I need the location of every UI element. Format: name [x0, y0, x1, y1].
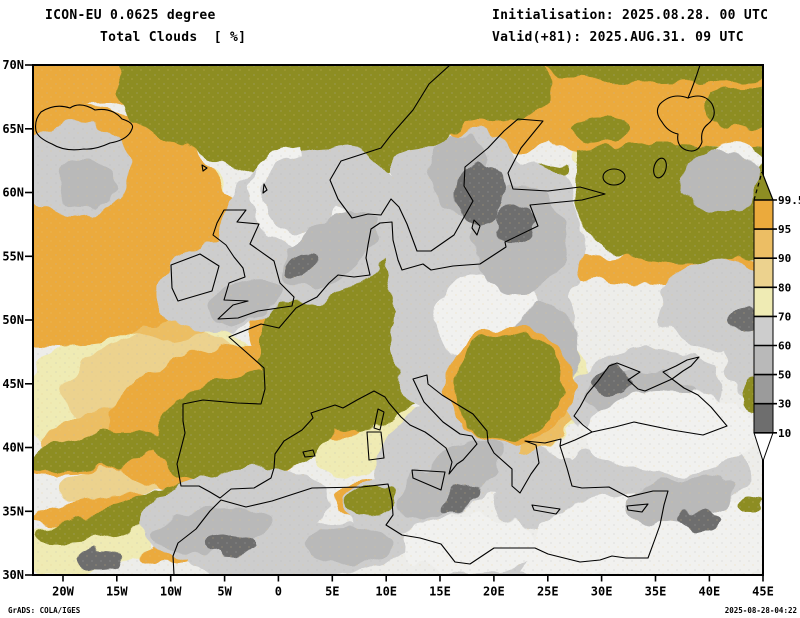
legend-band: [754, 200, 773, 230]
init-time-label: Initialisation: 2025.08.28. 00 UTC: [492, 8, 768, 23]
legend-tick-label: 50: [778, 369, 791, 382]
lat-tick-label: 50N: [2, 313, 24, 327]
lon-tick-label: 5E: [325, 585, 339, 599]
coastline-white-sea: [656, 95, 715, 152]
coastline-black-sea: [559, 362, 728, 447]
lake-ladoga: [602, 168, 626, 186]
lat-tick-label: 70N: [2, 58, 24, 72]
footer-grads-credit: GrADS: COLA/IGES: [8, 606, 81, 615]
legend-tick-label: 90: [778, 252, 791, 265]
colorbar-cap-solid-edge: [761, 171, 774, 201]
colorbar-top-cap: [754, 172, 773, 200]
legend-tick-label: 60: [778, 340, 791, 353]
coastline-mainland-europe: [176, 66, 606, 499]
legend-band: [754, 403, 773, 433]
island-shetland: [262, 183, 268, 194]
legend-tick-label: 99.5: [778, 194, 800, 207]
legend-tick-label: 70: [778, 310, 791, 323]
legend-band: [754, 316, 773, 346]
island-mallorca: [302, 449, 316, 458]
lon-tick-label: 25E: [537, 585, 559, 599]
lat-tick-label: 55N: [2, 250, 24, 264]
coastline-azov-sea: [662, 356, 700, 380]
legend-band: [754, 287, 773, 317]
lat-tick-label: 60N: [2, 186, 24, 200]
lake-onega: [653, 157, 667, 179]
island-corsica: [373, 408, 385, 431]
lon-tick-label: 10W: [160, 585, 182, 599]
coastline-britain: [212, 209, 295, 320]
lon-tick-label: 30E: [591, 585, 613, 599]
coastline-kola: [687, 66, 701, 99]
island-sardinia: [366, 431, 385, 461]
lon-tick-label: 35E: [645, 585, 667, 599]
coastline-ireland: [170, 253, 220, 302]
lon-tick-label: 20W: [52, 585, 74, 599]
island-crete: [531, 504, 561, 515]
footer-timestamp: 2025-08-28-04:22: [725, 606, 797, 615]
lat-tick-label: 65N: [2, 122, 24, 136]
valid-time-label: Valid(+81): 2025.AUG.31. 09 UTC: [492, 30, 744, 45]
lon-tick-label: 15E: [429, 585, 451, 599]
model-title: ICON-EU 0.0625 degree: [45, 8, 216, 23]
lon-tick-label: 40E: [699, 585, 721, 599]
coastline-iceland: [35, 104, 134, 151]
legend-tick-label: 80: [778, 281, 791, 294]
island-cyprus: [626, 503, 649, 513]
legend-band: [754, 374, 773, 404]
island-sicily: [411, 469, 446, 491]
speckle-texture: [34, 66, 762, 574]
lon-tick-label: 10E: [375, 585, 397, 599]
lat-tick-label: 45N: [2, 377, 24, 391]
lat-tick-label: 40N: [2, 441, 24, 455]
longitude-axis: 20W 15W 10W 5W 0 5E 10E 15E 20E 25E 30E …: [52, 575, 774, 599]
legend-band: [754, 345, 773, 375]
map-canvas: [34, 66, 762, 574]
island-gotland: [471, 219, 481, 236]
colorbar-cap-dashed-edge: [753, 171, 763, 201]
latitude-axis: 70N 65N 60N 55N 50N 45N 40N 35N 30N: [2, 58, 33, 582]
legend-band: [754, 229, 773, 259]
legend-tick-label: 10: [778, 427, 791, 440]
coastlines: [35, 66, 728, 574]
lon-tick-label: 20E: [483, 585, 505, 599]
lon-tick-label: 15W: [106, 585, 128, 599]
legend-band: [754, 258, 773, 288]
lat-tick-label: 30N: [2, 568, 24, 582]
lon-tick-label: 0: [275, 585, 282, 599]
lon-tick-label: 45E: [752, 585, 774, 599]
lat-tick-label: 35N: [2, 505, 24, 519]
lon-tick-label: 5W: [217, 585, 232, 599]
colorbar: 99.5 95 90 80 70 60 50 30 10: [753, 171, 800, 463]
legend-tick-label: 30: [778, 398, 791, 411]
coastline-turkey-africa: [172, 445, 669, 574]
variable-title: Total Clouds [ %]: [100, 30, 246, 45]
legend-tick-label: 95: [778, 223, 791, 236]
island-faroe: [201, 164, 208, 172]
